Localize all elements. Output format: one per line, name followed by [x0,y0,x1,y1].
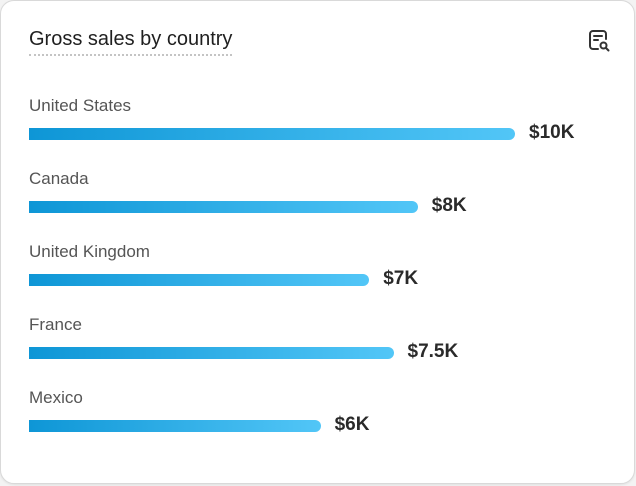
value-label: $8K [431,195,467,216]
bar-row: United States $10K [29,96,574,146]
chart-title[interactable]: Gross sales by country [29,28,233,56]
report-search-icon[interactable] [586,28,612,54]
category-label: France [29,315,82,334]
value-label: $10K [529,122,575,143]
bar-row: United Kingdom $7K [29,242,418,292]
bar [29,128,515,140]
bar [29,201,418,213]
value-label: $7K [383,268,419,289]
bar-row: France $7.5K [29,315,458,365]
category-label: Mexico [29,388,83,407]
bar [29,420,321,432]
category-label: Canada [29,169,89,188]
value-label: $7.5K [407,341,459,362]
category-label: United Kingdom [29,242,150,261]
value-label: $6K [334,414,370,435]
category-label: United States [29,96,132,115]
bar-row: Canada $8K [29,169,467,219]
bar [29,274,370,286]
bar [29,347,394,359]
bar-row: Mexico $6K [29,388,369,438]
